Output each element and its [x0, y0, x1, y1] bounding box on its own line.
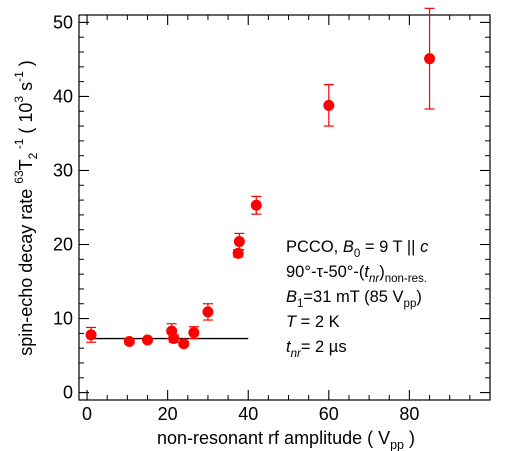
annotation-text: =31 mT (85 V: [303, 288, 403, 306]
x-axis-label-main: non-resonant rf amplitude ( V: [157, 428, 390, 448]
annotation-line: 90°-τ-50°-(tnr)non-res.: [286, 263, 427, 285]
data-point: [233, 236, 245, 248]
data-point: [424, 53, 436, 65]
y-axis-label-close: ): [16, 60, 36, 71]
annotation-line: tnr= 2 µs: [286, 338, 347, 360]
annotation-text: = 2 µs: [301, 338, 347, 356]
plot-frame: [78, 14, 491, 401]
y-tick-label: 40: [53, 86, 73, 106]
annotation-text: T: [286, 313, 298, 331]
y-axis-label: spin-echo decay rate 63T2 -1 ( 103 s-1 ): [12, 60, 40, 356]
annotation-text: 90°-τ-50°-(: [286, 263, 365, 281]
x-axis-label-sub: pp: [390, 438, 404, 451]
y-axis-label-T-sup: -1: [12, 138, 26, 152]
annotation-text: t: [286, 338, 292, 356]
data-point: [123, 336, 135, 348]
y-axis-label-lead: spin-echo decay rate: [16, 184, 36, 356]
data-point: [188, 327, 200, 339]
data-point: [202, 306, 214, 318]
x-axis-label: non-resonant rf amplitude ( Vpp ): [157, 428, 415, 451]
y-tick-label: 20: [53, 235, 73, 255]
annotation-text: B: [286, 288, 297, 306]
annotation-text: ): [416, 288, 422, 306]
y-axis-label-s: s: [16, 82, 36, 96]
annotation-line: B1=31 mT (85 Vpp): [286, 288, 422, 310]
y-tick-label: 50: [53, 12, 73, 32]
y-axis-label-exp-m1: -1: [12, 71, 26, 82]
x-tick-label: 0: [82, 404, 92, 424]
data-point: [232, 247, 244, 259]
data-point: [142, 334, 153, 346]
annotation-line: T = 2 K: [286, 313, 340, 331]
y-axis-label-paren: ( 10: [16, 103, 36, 139]
annotation-subscript: nr: [369, 273, 380, 285]
y-tick-label: 30: [53, 160, 73, 180]
x-tick-label: 60: [319, 404, 339, 424]
x-tick-label: 40: [238, 404, 258, 424]
annotation-subscript: non-res.: [385, 273, 427, 285]
data-point: [178, 338, 190, 350]
data-point: [168, 333, 180, 345]
annotation-text: B: [343, 238, 354, 256]
x-tick-label: 20: [158, 404, 178, 424]
annotation-line: PCCO, B0 = 9 T || c: [286, 238, 429, 260]
y-axis-label-exp3: 3: [12, 96, 26, 103]
y-axis-label-T-sub: 2: [26, 152, 40, 159]
data-series: [85, 7, 436, 350]
annotation-text: PCCO,: [286, 238, 343, 256]
data-point: [250, 199, 262, 211]
annotation-text: c: [420, 238, 429, 256]
annotation-block: PCCO, B0 = 9 T || c90°-τ-50°-(tnr)non-re…: [286, 238, 429, 360]
data-point: [323, 99, 335, 111]
annotation-text: ): [379, 263, 385, 281]
y-tick-label: 10: [53, 309, 73, 329]
annotation-text: = 2 K: [296, 313, 340, 331]
annotation-subscript: 0: [354, 248, 360, 260]
annotation-subscript: pp: [404, 298, 417, 310]
data-point: [85, 329, 97, 341]
ticks: [79, 15, 490, 400]
annotation-text: = 9 T ||: [360, 238, 420, 256]
x-tick-label: 80: [399, 404, 419, 424]
y-tick-label: 0: [63, 383, 73, 403]
y-axis-label-iso: 63: [12, 170, 26, 184]
annotation-text: t: [364, 263, 370, 281]
x-axis-label-tail: ): [404, 428, 415, 448]
y-axis-label-T: T: [16, 159, 36, 170]
annotation-subscript: 1: [297, 298, 303, 310]
annotation-subscript: nr: [291, 348, 302, 360]
